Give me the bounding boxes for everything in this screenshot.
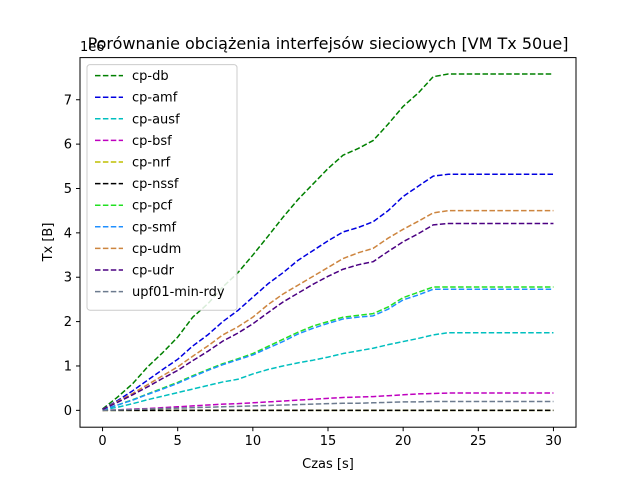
x-tick-label: 0 xyxy=(98,434,106,449)
legend-box xyxy=(86,64,238,311)
legend-entry: cp-udm xyxy=(132,242,181,257)
x-tick-label: 10 xyxy=(245,434,262,449)
legend-entry: cp-db xyxy=(132,69,169,84)
legend-entry: cp-amf xyxy=(132,91,178,106)
y-tick-label: 3 xyxy=(64,271,72,286)
series-line-cp-pcf xyxy=(102,286,554,411)
y-axis-label: Tx [B] xyxy=(41,223,56,263)
series-line-cp-smf xyxy=(102,288,554,411)
y-axis: 0 1 2 3 4 5 6 7 xyxy=(64,93,80,419)
y-tick-label: 2 xyxy=(64,315,72,330)
series-line-cp-ausf xyxy=(102,331,554,411)
y-tick-label: 5 xyxy=(64,182,72,197)
y-tick-label: 0 xyxy=(64,404,72,419)
series-line-cp-udr xyxy=(102,222,554,411)
series-lines xyxy=(102,73,554,412)
legend-entry: cp-smf xyxy=(132,220,177,235)
series-line-upf01-min-rdy xyxy=(102,400,554,412)
legend-entry: cp-pcf xyxy=(132,199,172,214)
y-tick-label: 6 xyxy=(64,138,72,153)
series-line-cp-amf xyxy=(102,173,554,411)
y-tick-label: 1 xyxy=(64,359,72,374)
legend-entry: cp-bsf xyxy=(132,134,172,149)
x-tick-label: 15 xyxy=(320,434,337,449)
y-offset-label: 1e6 xyxy=(80,40,105,55)
x-tick-label: 25 xyxy=(470,434,487,449)
series-line-cp-udm xyxy=(102,209,554,411)
legend-entry: cp-nrf xyxy=(132,156,171,171)
x-tick-label: 5 xyxy=(174,434,182,449)
legend-entry: cp-nssf xyxy=(132,177,179,192)
legend: cp-db cp-amf cp-ausf cp-bsf cp-nrf cp-nssf cp-… xyxy=(86,64,238,311)
x-axis-label: Czas [s] xyxy=(302,457,354,472)
y-tick-label: 7 xyxy=(64,93,72,108)
legend-entry: cp-udr xyxy=(132,264,175,279)
x-tick-label: 20 xyxy=(395,434,412,449)
x-axis: 0 5 10 15 20 25 30 xyxy=(98,427,562,449)
y-tick-label: 4 xyxy=(64,226,72,241)
series-line-cp-bsf xyxy=(102,392,554,412)
legend-entry: cp-ausf xyxy=(132,112,180,127)
x-tick-label: 30 xyxy=(545,434,562,449)
chart-title: Porównanie obciążenia interfejsów siecio… xyxy=(88,34,569,53)
legend-entry: upf01-min-rdy xyxy=(132,285,225,300)
series-line-cp-db xyxy=(102,73,554,410)
